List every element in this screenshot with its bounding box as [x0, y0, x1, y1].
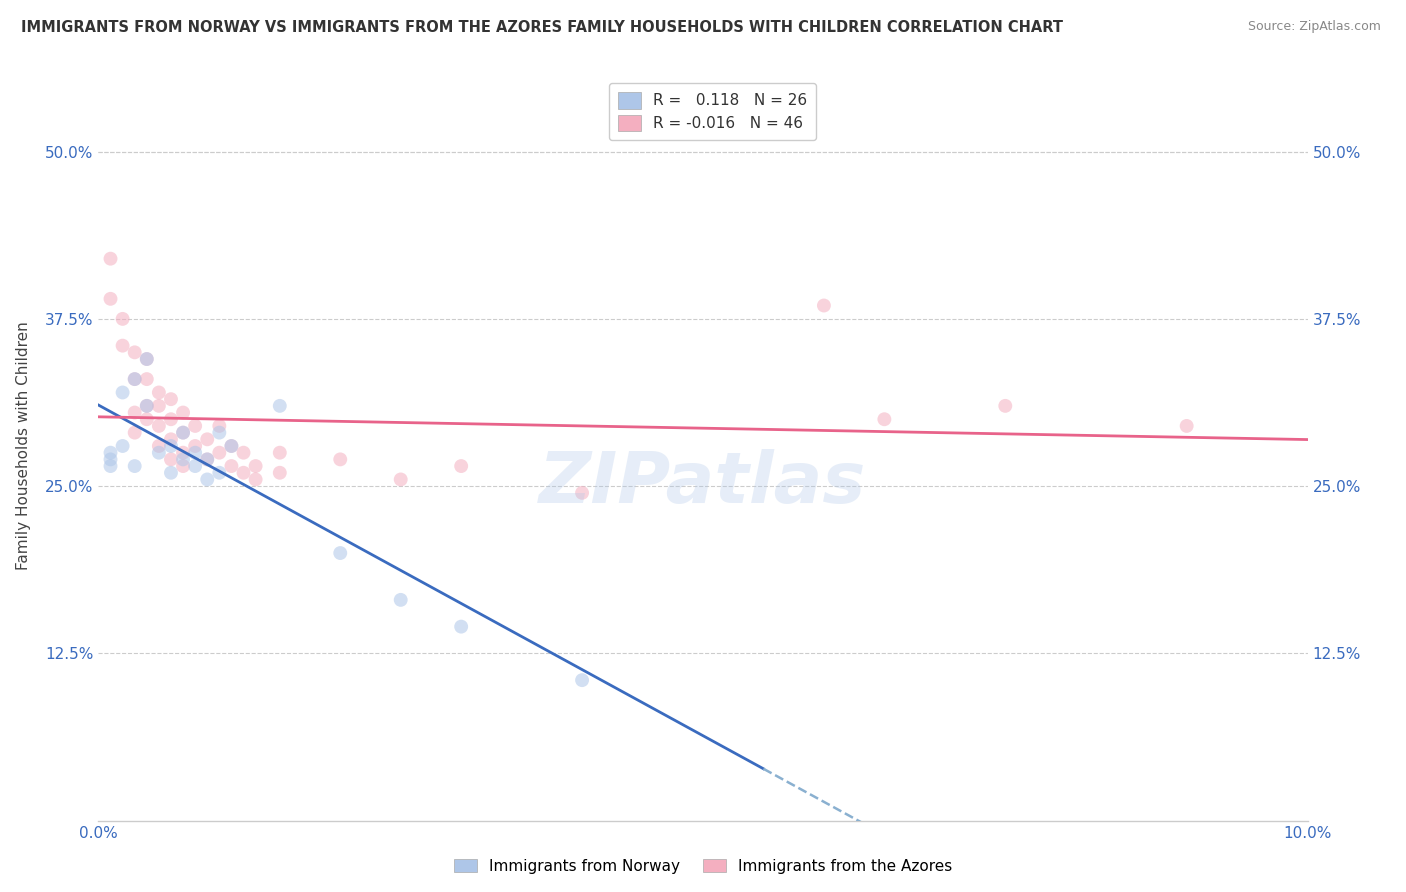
Point	[195, 433, 218, 447]
Point	[184, 439, 207, 453]
Point	[135, 399, 157, 413]
Point	[232, 446, 254, 460]
Point	[100, 292, 122, 306]
Point	[873, 412, 896, 426]
Point	[195, 452, 218, 467]
Text: Source: ZipAtlas.com: Source: ZipAtlas.com	[1247, 20, 1381, 33]
Point	[184, 419, 207, 434]
Point	[221, 439, 243, 453]
Point	[124, 406, 146, 420]
Point	[245, 459, 267, 474]
Point	[1175, 419, 1198, 434]
Point	[172, 425, 194, 440]
Point	[100, 459, 122, 474]
Point	[135, 412, 157, 426]
Point	[208, 419, 231, 434]
Text: IMMIGRANTS FROM NORWAY VS IMMIGRANTS FROM THE AZORES FAMILY HOUSEHOLDS WITH CHIL: IMMIGRANTS FROM NORWAY VS IMMIGRANTS FRO…	[21, 20, 1063, 35]
Point	[172, 459, 194, 474]
Point	[160, 439, 183, 453]
Point	[195, 452, 218, 467]
Point	[221, 459, 243, 474]
Point	[221, 439, 243, 453]
Point	[184, 446, 207, 460]
Point	[111, 439, 134, 453]
Point	[100, 252, 122, 266]
Y-axis label: Family Households with Children: Family Households with Children	[17, 322, 31, 570]
Point	[571, 486, 593, 500]
Point	[232, 466, 254, 480]
Point	[571, 673, 593, 688]
Point	[135, 352, 157, 367]
Point	[100, 446, 122, 460]
Point	[160, 466, 183, 480]
Legend: R =   0.118   N = 26, R = -0.016   N = 46: R = 0.118 N = 26, R = -0.016 N = 46	[609, 83, 817, 141]
Point	[329, 546, 352, 560]
Point	[148, 419, 170, 434]
Legend: Immigrants from Norway, Immigrants from the Azores: Immigrants from Norway, Immigrants from …	[447, 853, 959, 880]
Point	[135, 372, 157, 386]
Point	[135, 352, 157, 367]
Text: ZIPatlas: ZIPatlas	[540, 449, 866, 518]
Point	[269, 466, 291, 480]
Point	[172, 406, 194, 420]
Point	[135, 399, 157, 413]
Point	[148, 385, 170, 400]
Point	[172, 446, 194, 460]
Point	[994, 399, 1017, 413]
Point	[124, 459, 146, 474]
Point	[450, 459, 472, 474]
Point	[208, 466, 231, 480]
Point	[124, 372, 146, 386]
Point	[148, 446, 170, 460]
Point	[450, 620, 472, 634]
Point	[208, 446, 231, 460]
Point	[160, 412, 183, 426]
Point	[329, 452, 352, 467]
Point	[160, 392, 183, 407]
Point	[269, 446, 291, 460]
Point	[172, 452, 194, 467]
Point	[111, 312, 134, 326]
Point	[111, 339, 134, 353]
Point	[160, 433, 183, 447]
Point	[148, 439, 170, 453]
Point	[195, 473, 218, 487]
Point	[124, 345, 146, 359]
Point	[111, 385, 134, 400]
Point	[389, 473, 412, 487]
Point	[813, 299, 835, 313]
Point	[389, 593, 412, 607]
Point	[160, 452, 183, 467]
Point	[124, 425, 146, 440]
Point	[269, 399, 291, 413]
Point	[124, 372, 146, 386]
Point	[208, 425, 231, 440]
Point	[172, 425, 194, 440]
Point	[245, 473, 267, 487]
Point	[100, 452, 122, 467]
Point	[184, 459, 207, 474]
Point	[148, 399, 170, 413]
